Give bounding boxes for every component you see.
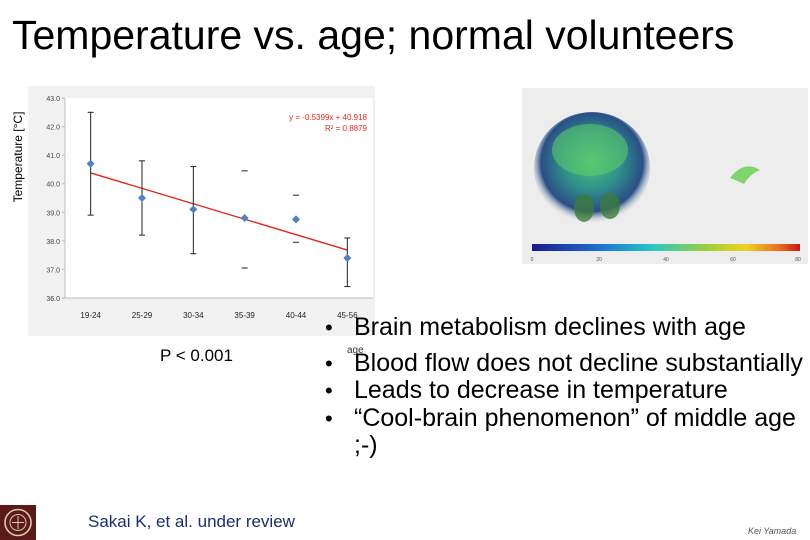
brain-image-svg: 0 20 40 60 80 <box>531 112 801 263</box>
data-point <box>292 215 300 224</box>
y-tick-label: 43.0 <box>46 96 60 103</box>
brain-temperature-map: 0 20 40 60 80 <box>522 88 808 264</box>
citation: Sakai K, et al. under review <box>88 512 295 531</box>
colorbar-tick-label: 20 <box>596 257 602 263</box>
y-tick-label: 36.0 <box>46 296 60 303</box>
bullet-text: Brain metabolism declines with age <box>354 313 746 341</box>
colorbar-tick-label: 0 <box>531 257 534 263</box>
x-tick-label: 30-34 <box>183 311 204 320</box>
author-credit: Kei Yamada <box>748 526 797 536</box>
age-annotation: age <box>347 345 364 356</box>
y-axis-label: Temperature [°C] <box>11 111 25 203</box>
brain-right-feature <box>600 193 620 219</box>
trendline <box>90 172 348 251</box>
data-point <box>189 205 198 214</box>
bullet-item: • Blood flow does not decline substantial… <box>322 348 808 378</box>
slide-title: Temperature vs. age; normal volunteers <box>12 12 735 58</box>
bullet-dot-icon: • <box>325 405 333 431</box>
bullet-list: • Brain metabolism declines with age • Blo… <box>322 313 808 460</box>
x-tick-label: 19-24 <box>80 311 101 320</box>
y-tick-label: 37.0 <box>46 267 60 274</box>
r-squared-label: R² = 0.8879 <box>325 124 368 133</box>
temperature-chart: 43.0 42.0 41.0 40.0 39.0 38.0 37.0 36.0 19-24 25-… <box>28 86 375 336</box>
bullet-item: • Leads to decrease in temperature <box>322 376 808 405</box>
bullet-dot-icon: • <box>325 350 333 376</box>
x-tick-label: 25-29 <box>132 311 153 320</box>
brain-left-feature <box>574 194 594 222</box>
brain-cortex-highlight <box>552 124 628 176</box>
x-tick-label: 35-39 <box>234 311 255 320</box>
colorbar-tick-label: 40 <box>663 257 669 263</box>
trendline-equation: y = -0.5399x + 40.918 <box>289 113 367 122</box>
y-tick-label: 41.0 <box>46 153 60 160</box>
chart-svg: 43.0 42.0 41.0 40.0 39.0 38.0 37.0 36.0 19-24 25-… <box>46 96 373 320</box>
bullet-item: • Brain metabolism declines with age <box>322 313 808 342</box>
y-tick-label: 39.0 <box>46 210 60 217</box>
bullet-item: • “Cool-brain phenomenon” of middle age ;… <box>322 403 808 460</box>
y-tick-label: 38.0 <box>46 239 60 246</box>
bullet-text: Leads to decrease in temperature <box>354 376 728 404</box>
bullet-text: Blood flow does not decline substantiall… <box>354 348 803 377</box>
data-point <box>343 254 352 262</box>
bullet-text: “Cool-brain phenomenon” of middle age ;-… <box>354 403 796 459</box>
p-value-label: P < 0.001 <box>160 346 233 365</box>
y-tick-label: 40.0 <box>46 182 60 189</box>
y-tick-label: 42.0 <box>46 125 60 132</box>
x-tick-label: 45-56 <box>337 311 358 320</box>
x-tick-label: 40-44 <box>286 311 307 320</box>
colorbar-tick-label: 60 <box>730 257 736 263</box>
university-seal-icon <box>0 505 36 540</box>
plot-area <box>65 98 373 298</box>
bullet-dot-icon: • <box>325 315 333 340</box>
color-scale-bar <box>532 244 800 251</box>
data-point <box>138 194 146 202</box>
color-scale-ticks: 0 20 40 60 80 <box>531 257 801 263</box>
bullet-dot-icon: • <box>325 378 333 403</box>
colorbar-tick-label: 80 <box>795 257 801 263</box>
data-point <box>86 159 95 168</box>
spectrum-wave <box>730 166 760 184</box>
data-point <box>240 214 249 222</box>
